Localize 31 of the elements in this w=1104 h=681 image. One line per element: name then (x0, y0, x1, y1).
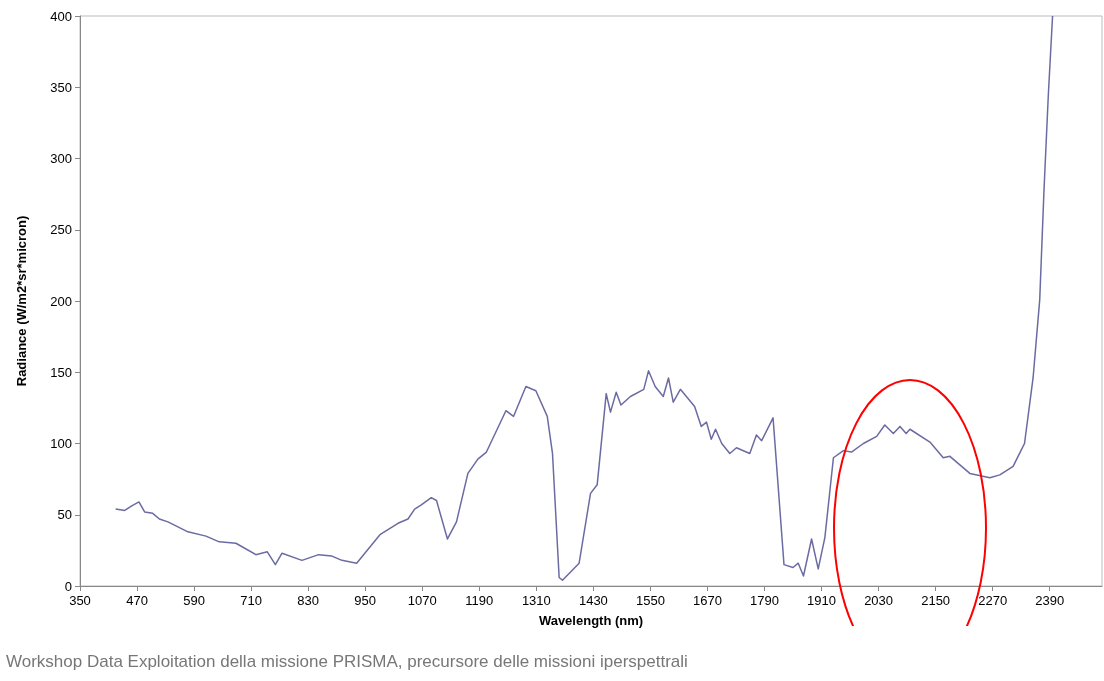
y-axis-title: Radiance (W/m2*sr*micron) (14, 215, 29, 387)
x-tick-label: 1310 (521, 593, 551, 608)
x-tick-label: 710 (240, 593, 262, 608)
y-tick-label: 200 (50, 293, 72, 309)
x-tick-label: 2390 (1035, 593, 1065, 608)
x-tick-label: 350 (69, 593, 91, 608)
x-tick-label: 830 (297, 593, 320, 608)
x-tick-label: 1670 (693, 593, 722, 608)
y-tick-label: 100 (50, 436, 72, 451)
x-tick-label: 1070 (407, 593, 437, 608)
y-tick-label: 50 (57, 507, 72, 523)
line-series (114, 15, 1054, 582)
x-axis-title: Wavelength (nm) (538, 613, 644, 628)
x-tick-label: 1550 (635, 593, 665, 608)
x-tick-label: 1430 (578, 593, 608, 608)
x-tick-label: 590 (183, 593, 205, 608)
x-tick-label: 1790 (750, 593, 779, 608)
x-tick-label: 2270 (978, 593, 1008, 608)
x-tick-label: 950 (354, 593, 377, 608)
x-tick-label: 2030 (864, 593, 894, 608)
y-tick-label: 0 (64, 578, 72, 594)
y-tick-label: 250 (50, 222, 72, 238)
y-tick-label: 300 (50, 151, 72, 166)
x-tick-label: 470 (126, 593, 148, 608)
x-tick-label: 2150 (921, 593, 951, 608)
y-tick-label: 400 (50, 8, 72, 24)
text: Workshop Data Exploitation della missione PRISMA, precursore delle missioni iperspettrali (6, 652, 688, 671)
x-tick-label: 1910 (807, 593, 837, 608)
y-tick-label: 350 (50, 79, 72, 95)
x-tick-label: 1190 (465, 593, 494, 608)
y-tick-label: 150 (50, 364, 72, 380)
